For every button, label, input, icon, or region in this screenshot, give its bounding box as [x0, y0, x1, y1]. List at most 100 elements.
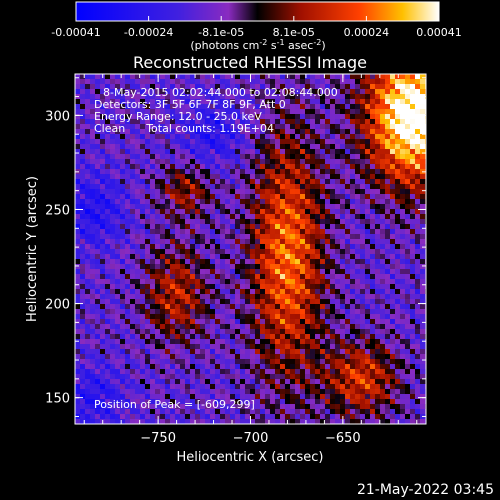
heatmap-cell — [185, 94, 191, 100]
heatmap-cell — [270, 354, 276, 360]
heatmap-cell — [180, 399, 186, 405]
heatmap-cell — [145, 239, 151, 245]
heatmap-cell — [145, 79, 151, 85]
heatmap-cell — [370, 374, 376, 380]
heatmap-cell — [115, 84, 121, 90]
heatmap-cell — [360, 229, 366, 235]
heatmap-cell — [230, 174, 236, 180]
heatmap-cell — [265, 194, 271, 200]
heatmap-cell — [405, 159, 411, 165]
heatmap-cell — [265, 199, 271, 205]
heatmap-cell — [295, 399, 301, 405]
heatmap-cell — [260, 159, 266, 165]
heatmap-cell — [415, 209, 421, 215]
heatmap-cell — [145, 219, 151, 225]
heatmap-cell — [310, 319, 316, 325]
heatmap-cell — [410, 169, 416, 175]
heatmap-cell — [400, 399, 406, 405]
heatmap-cell — [320, 344, 326, 350]
heatmap-cell — [200, 389, 206, 395]
heatmap-cell — [385, 179, 391, 185]
heatmap-cell — [85, 279, 91, 285]
heatmap-cell — [290, 419, 296, 424]
heatmap-cell — [245, 264, 251, 270]
heatmap-cell — [165, 149, 171, 155]
heatmap-cell — [265, 314, 271, 320]
heatmap-cell — [105, 419, 111, 424]
heatmap-cell — [225, 354, 231, 360]
heatmap-cell — [145, 184, 151, 190]
heatmap-cell — [120, 139, 126, 145]
heatmap-cell — [155, 219, 161, 225]
heatmap-cell — [160, 394, 166, 400]
heatmap-cell — [295, 254, 301, 260]
heatmap-cell — [410, 309, 416, 315]
heatmap-cell — [210, 159, 216, 165]
heatmap-cell — [245, 99, 251, 105]
heatmap-cell — [160, 314, 166, 320]
heatmap-cell — [145, 364, 151, 370]
heatmap-cell — [365, 349, 371, 355]
heatmap-cell — [175, 219, 181, 225]
heatmap-cell — [420, 229, 426, 235]
heatmap-cell — [105, 329, 111, 335]
heatmap-cell — [415, 404, 421, 410]
heatmap-cell — [180, 229, 186, 235]
heatmap-cell — [115, 294, 121, 300]
heatmap-cell — [295, 199, 301, 205]
heatmap-cell — [215, 129, 221, 135]
heatmap-cell — [325, 109, 331, 115]
heatmap-cell — [360, 369, 366, 375]
heatmap-cell — [385, 289, 391, 295]
heatmap-cell — [305, 329, 311, 335]
heatmap-cell — [255, 299, 261, 305]
heatmap-cell — [120, 239, 126, 245]
heatmap-cell — [260, 239, 266, 245]
heatmap-cell — [110, 224, 116, 230]
heatmap-cell — [305, 239, 311, 245]
heatmap-cell — [420, 249, 426, 255]
heatmap-cell — [220, 309, 226, 315]
heatmap-cell — [210, 199, 216, 205]
heatmap-cell — [275, 394, 281, 400]
heatmap-cell — [250, 79, 256, 85]
heatmap-cell — [360, 204, 366, 210]
heatmap-cell — [85, 229, 91, 235]
heatmap-cell — [125, 154, 131, 160]
heatmap-cell — [170, 389, 176, 395]
heatmap-cell — [310, 419, 316, 424]
heatmap-cell — [365, 269, 371, 275]
heatmap-cell — [395, 219, 401, 225]
heatmap-cell — [410, 409, 416, 415]
heatmap-cell — [95, 234, 101, 240]
heatmap-cell — [365, 264, 371, 270]
heatmap-cell — [305, 84, 311, 90]
heatmap-cell — [235, 224, 241, 230]
heatmap-cell — [170, 299, 176, 305]
heatmap-cell — [385, 364, 391, 370]
heatmap-cell — [390, 269, 396, 275]
heatmap-cell — [285, 389, 291, 395]
heatmap-cell — [100, 184, 106, 190]
heatmap-cell — [360, 289, 366, 295]
heatmap-cell — [185, 389, 191, 395]
heatmap-cell — [100, 234, 106, 240]
heatmap-cell — [355, 234, 361, 240]
heatmap-cell — [170, 264, 176, 270]
heatmap-cell — [220, 249, 226, 255]
heatmap-cell — [100, 379, 106, 385]
heatmap-cell — [230, 104, 236, 110]
heatmap-cell — [255, 244, 261, 250]
heatmap-cell — [150, 174, 156, 180]
heatmap-cell — [270, 189, 276, 195]
heatmap-cell — [195, 314, 201, 320]
heatmap-cell — [360, 254, 366, 260]
heatmap-cell — [325, 349, 331, 355]
heatmap-cell — [245, 369, 251, 375]
heatmap-cell — [165, 264, 171, 270]
heatmap-cell — [340, 409, 346, 415]
heatmap-cell — [135, 399, 141, 405]
heatmap-cell — [75, 379, 81, 385]
heatmap-cell — [135, 144, 141, 150]
heatmap-cell — [195, 374, 201, 380]
